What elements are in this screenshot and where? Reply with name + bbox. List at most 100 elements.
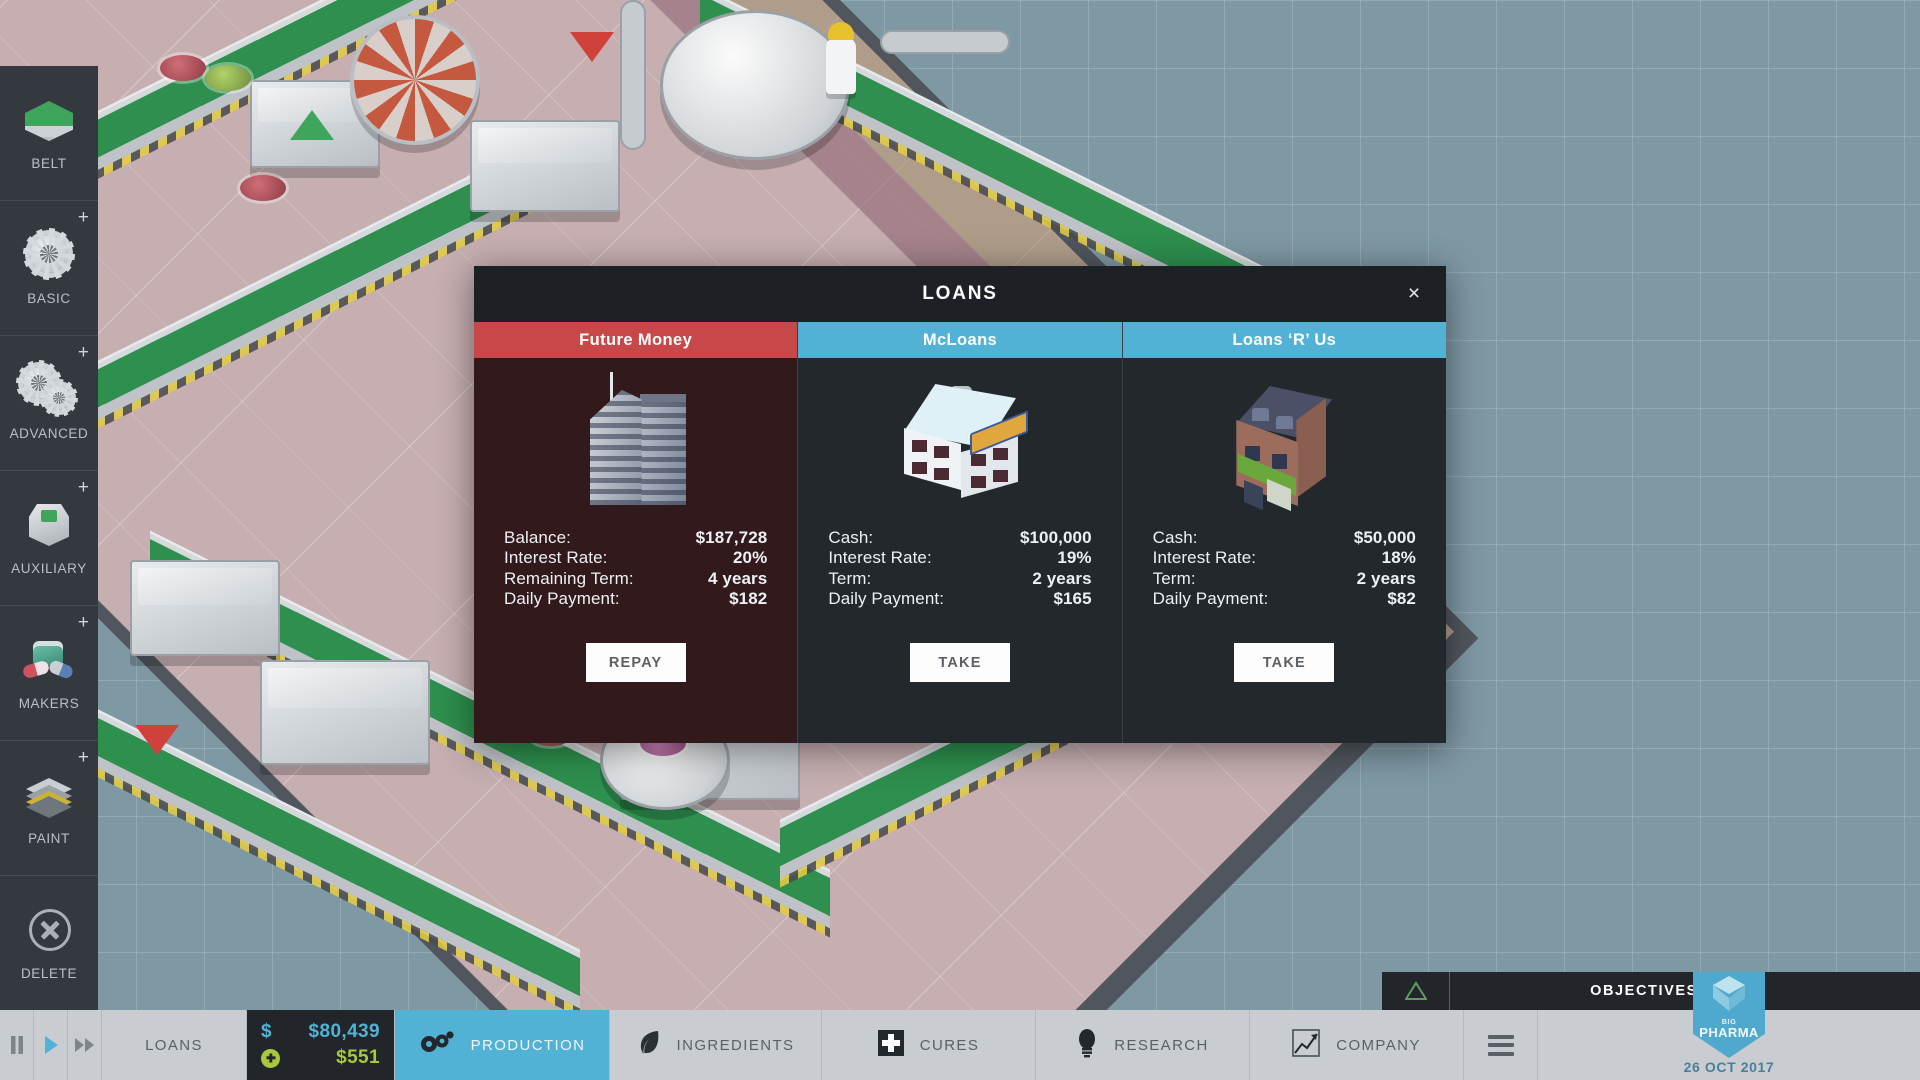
auxiliary-machine-icon bbox=[21, 500, 77, 552]
sidebar-item-delete[interactable]: DELETE bbox=[0, 876, 98, 1010]
loan-stats-mcloans: Cash: $100,000 Interest Rate: 19% Term: … bbox=[798, 528, 1121, 609]
sidebar-item-auxiliary[interactable]: + AUXILIARY bbox=[0, 471, 98, 606]
leaf-icon bbox=[637, 1029, 661, 1061]
bottom-tab-company[interactable]: COMPANY bbox=[1250, 1010, 1464, 1080]
cross-icon bbox=[877, 1030, 904, 1060]
stat-value: 20% bbox=[733, 548, 768, 568]
points-row: $551 bbox=[261, 1045, 380, 1071]
red-triangle-marker bbox=[570, 32, 614, 62]
take-loan-button-loans-r-us[interactable]: TAKE bbox=[1234, 643, 1335, 683]
stat-row: Cash: $50,000 bbox=[1153, 528, 1416, 548]
brand-line1: BIG bbox=[1721, 1017, 1737, 1026]
loan-column-mcloans: McLoans bbox=[797, 322, 1122, 743]
bottom-tab-research[interactable]: RESEARCH bbox=[1036, 1010, 1250, 1080]
stat-row: Daily Payment: $165 bbox=[828, 589, 1091, 609]
stat-value: $100,000 bbox=[1019, 528, 1092, 547]
hamburger-menu-icon[interactable] bbox=[1464, 1010, 1538, 1080]
dialog-body: Future Money Balance: $187,728 Interest … bbox=[474, 322, 1446, 743]
stat-key: Daily Payment: bbox=[504, 589, 620, 609]
bottom-tab-ingredients[interactable]: INGREDIENTS bbox=[610, 1010, 822, 1080]
build-sidebar: BELT + BASIC + ADVANCED + AUXILIARY + MA… bbox=[0, 66, 98, 1010]
pill-batch bbox=[240, 175, 286, 201]
gears-icon bbox=[419, 1030, 455, 1060]
brand-panel: BIG PHARMA 26 OCT 2017 bbox=[1538, 972, 1920, 1080]
sidebar-item-label: AUXILIARY bbox=[11, 561, 87, 576]
points-value: $551 bbox=[336, 1047, 380, 1068]
stat-row: Interest Rate: 18% bbox=[1153, 548, 1416, 568]
loan-tab-future-money[interactable]: Future Money bbox=[474, 322, 798, 358]
office-towers-icon bbox=[474, 372, 797, 522]
dialog-header: LOANS × bbox=[474, 266, 1446, 322]
loan-panel-mcloans: Cash: $100,000 Interest Rate: 19% Term: … bbox=[798, 358, 1122, 743]
sidebar-item-label: ADVANCED bbox=[9, 426, 89, 441]
stat-row: Interest Rate: 20% bbox=[504, 548, 767, 568]
loan-column-future-money: Future Money Balance: $187,728 Interest … bbox=[474, 322, 798, 743]
stat-row: Daily Payment: $182 bbox=[504, 589, 767, 609]
mixing-vat bbox=[660, 10, 850, 160]
play-icon[interactable] bbox=[34, 1010, 68, 1080]
bottom-tab-production[interactable]: PRODUCTION bbox=[395, 1010, 610, 1080]
add-basic-icon[interactable]: + bbox=[77, 207, 89, 228]
bottom-tab-loans[interactable]: LOANS bbox=[102, 1010, 247, 1080]
pill-batch bbox=[160, 55, 206, 81]
bottom-toolbar: LOANS $ $80,439 $551 PRODUCTION INGREDIE… bbox=[0, 972, 1920, 1080]
close-icon[interactable]: × bbox=[1398, 278, 1430, 310]
sidebar-item-basic[interactable]: + BASIC bbox=[0, 201, 98, 336]
stat-row: Interest Rate: 19% bbox=[828, 548, 1091, 568]
loan-action-row: REPAY bbox=[474, 643, 797, 683]
chart-icon bbox=[1292, 1029, 1321, 1061]
bottom-tab-cures[interactable]: CURES bbox=[822, 1010, 1036, 1080]
worker-sprite bbox=[826, 22, 856, 94]
green-triangle-marker bbox=[290, 110, 334, 140]
coin-icon bbox=[261, 1048, 280, 1068]
sidebar-item-advanced[interactable]: + ADVANCED bbox=[0, 336, 98, 471]
add-paint-icon[interactable]: + bbox=[77, 747, 89, 768]
paint-layers-icon bbox=[21, 770, 77, 822]
sidebar-item-paint[interactable]: + PAINT bbox=[0, 741, 98, 876]
game-date: 26 OCT 2017 bbox=[1683, 1059, 1775, 1075]
stat-key: Term: bbox=[828, 568, 872, 588]
take-loan-button-mcloans[interactable]: TAKE bbox=[909, 643, 1010, 683]
stat-row: Cash: $100,000 bbox=[828, 528, 1091, 548]
stat-key: Cash: bbox=[1152, 528, 1198, 547]
loan-stats-future-money: Balance: $187,728 Interest Rate: 20% Rem… bbox=[474, 528, 797, 609]
stat-key: Daily Payment: bbox=[1152, 589, 1269, 609]
loan-tab-loans-r-us[interactable]: Loans ‘R’ Us bbox=[1122, 322, 1446, 358]
bottom-tab-label: CURES bbox=[919, 1036, 980, 1054]
loan-column-loans-r-us: Loans ‘R’ Us Cash: bbox=[1121, 322, 1446, 743]
add-auxiliary-icon[interactable]: + bbox=[77, 477, 89, 498]
stat-key: Daily Payment: bbox=[828, 589, 945, 609]
repay-button[interactable]: REPAY bbox=[585, 643, 686, 683]
warning-triangle-icon bbox=[1382, 972, 1450, 1010]
stat-key: Term: bbox=[1152, 568, 1196, 588]
loan-tab-mcloans[interactable]: McLoans bbox=[798, 322, 1122, 358]
add-maker-icon[interactable]: + bbox=[77, 612, 89, 633]
stat-key: Balance: bbox=[504, 528, 571, 547]
loan-action-row: TAKE bbox=[798, 643, 1121, 683]
sidebar-item-belt[interactable]: BELT bbox=[0, 66, 98, 201]
dialog-title: LOANS bbox=[922, 283, 998, 304]
sidebar-item-makers[interactable]: + MAKERS bbox=[0, 606, 98, 741]
factory-machine bbox=[470, 120, 620, 212]
pause-icon[interactable] bbox=[0, 1010, 34, 1080]
add-advanced-icon[interactable]: + bbox=[77, 342, 89, 363]
money-panel: $ $80,439 $551 bbox=[247, 1010, 395, 1080]
stat-value: 2 years bbox=[1356, 568, 1416, 588]
bottom-tab-label: COMPANY bbox=[1336, 1036, 1421, 1054]
cash-value: $80,439 bbox=[308, 1021, 380, 1042]
stat-row: Term: 2 years bbox=[828, 569, 1091, 589]
bottom-tab-label: LOANS bbox=[145, 1036, 203, 1054]
bottom-tab-label: RESEARCH bbox=[1114, 1036, 1209, 1054]
sidebar-item-label: DELETE bbox=[20, 966, 78, 981]
dollar-icon: $ bbox=[261, 1021, 272, 1042]
belt-icon bbox=[21, 95, 77, 147]
stat-value: $50,000 bbox=[1353, 528, 1416, 547]
factory-machine bbox=[260, 660, 430, 765]
fast-forward-icon[interactable] bbox=[68, 1010, 102, 1080]
big-pharma-cube-icon: BIG PHARMA bbox=[1693, 972, 1765, 1058]
objectives-bar[interactable]: OBJECTIVES bbox=[1382, 972, 1920, 1010]
stat-key: Interest Rate: bbox=[1152, 548, 1257, 568]
stat-row: Remaining Term: 4 years bbox=[504, 569, 767, 589]
stat-value: 18% bbox=[1381, 548, 1416, 568]
stat-value: 2 years bbox=[1032, 568, 1092, 588]
